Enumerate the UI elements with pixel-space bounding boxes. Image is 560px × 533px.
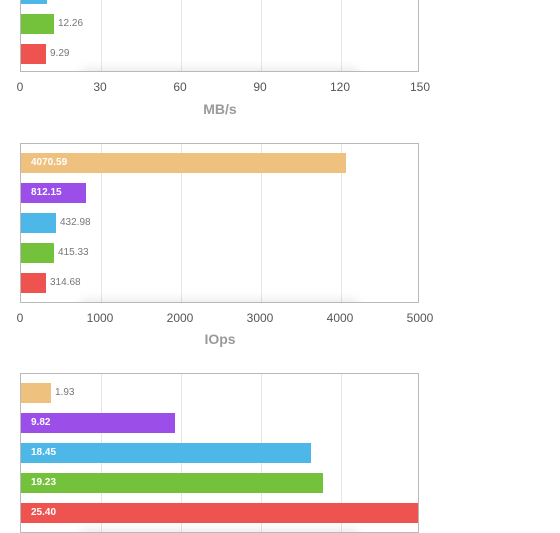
gridline bbox=[101, 144, 102, 302]
mbps-plot-area: 12.26 9.29 bbox=[20, 0, 419, 72]
bar bbox=[21, 44, 46, 64]
x-tick-label: 5000 bbox=[406, 311, 434, 325]
third-plot-area: 1.93 9.82 18.45 19.23 25.40 bbox=[20, 373, 419, 533]
x-tick-label: 90 bbox=[253, 80, 267, 94]
x-tick-label: 150 bbox=[409, 80, 431, 94]
x-tick-label: 1000 bbox=[86, 311, 114, 325]
gridline bbox=[341, 374, 342, 532]
x-tick-label: 30 bbox=[93, 80, 107, 94]
bar bbox=[21, 473, 323, 493]
gridline bbox=[341, 144, 342, 302]
third-chart: 1.93 9.82 18.45 19.23 25.40 bbox=[20, 373, 440, 533]
bar bbox=[21, 243, 54, 263]
bar-value-label: 812.15 bbox=[31, 187, 62, 198]
mbps-axis-title: MB/s bbox=[203, 101, 237, 117]
bar-value-label: 9.29 bbox=[50, 48, 70, 59]
bar bbox=[21, 213, 56, 233]
bar-value-label: 4070.59 bbox=[31, 157, 68, 168]
gridline bbox=[181, 0, 182, 71]
bar bbox=[21, 153, 346, 173]
iops-chart: 4070.59 812.15 432.98 415.33 314.68 0 1000 200… bbox=[16, 143, 440, 353]
bar bbox=[21, 273, 46, 293]
bar bbox=[21, 0, 47, 4]
bar-value-label: 9.82 bbox=[31, 417, 51, 428]
bar bbox=[21, 413, 175, 433]
bar-value-label: 415.33 bbox=[58, 247, 89, 258]
bar bbox=[21, 443, 311, 463]
x-tick-label: 2000 bbox=[166, 311, 194, 325]
gridline bbox=[181, 144, 182, 302]
bar bbox=[21, 503, 418, 523]
bar bbox=[21, 183, 86, 203]
x-tick-label: 0 bbox=[16, 311, 24, 325]
x-tick-label: 120 bbox=[329, 80, 351, 94]
iops-plot-area: 4070.59 812.15 432.98 415.33 314.68 bbox=[20, 143, 419, 303]
x-tick-label: 60 bbox=[173, 80, 187, 94]
bar bbox=[21, 14, 54, 34]
mbps-chart: 12.26 9.29 0 30 60 90 120 150 MB/s bbox=[16, 0, 440, 120]
gridline bbox=[341, 0, 342, 71]
bar-value-label: 1.93 bbox=[55, 387, 75, 398]
x-tick-label: 4000 bbox=[326, 311, 354, 325]
bar-value-label: 314.68 bbox=[50, 277, 81, 288]
x-tick-label: 0 bbox=[16, 80, 24, 94]
bar-value-label: 19.23 bbox=[31, 477, 57, 488]
bar-value-label: 18.45 bbox=[31, 447, 57, 458]
bar-value-label: 25.40 bbox=[31, 507, 57, 518]
bar-value-label: 432.98 bbox=[60, 217, 91, 228]
bar-value-label: 12.26 bbox=[58, 18, 84, 29]
gridline bbox=[261, 0, 262, 71]
iops-axis-title: IOps bbox=[204, 331, 236, 347]
gridline bbox=[101, 0, 102, 71]
x-tick-label: 3000 bbox=[246, 311, 274, 325]
gridline bbox=[261, 144, 262, 302]
bar bbox=[21, 383, 51, 403]
